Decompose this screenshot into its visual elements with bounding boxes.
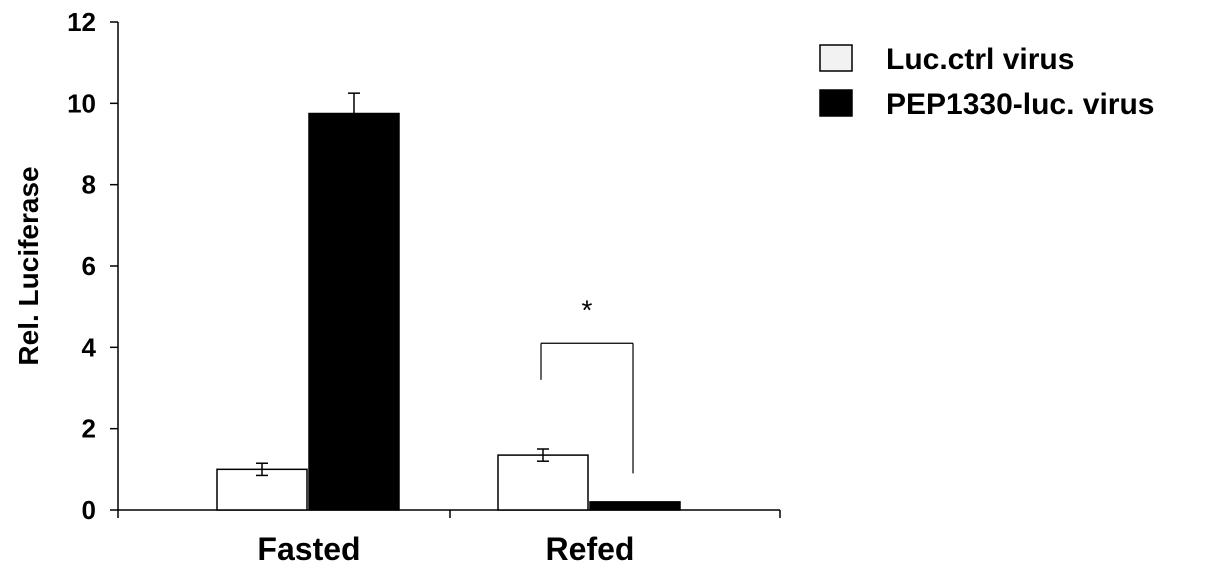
- y-tick-label: 6: [82, 251, 96, 281]
- bar: [497, 454, 589, 511]
- bars: [216, 112, 681, 511]
- y-axis-label: Rel. Luciferase: [13, 166, 44, 365]
- annotations: *: [540, 294, 634, 474]
- legend-swatch: [819, 89, 853, 117]
- error-bars: [256, 92, 549, 477]
- x-category-label: Fasted: [257, 531, 360, 566]
- significance-star: *: [582, 294, 593, 325]
- axes: 0 2 4 6 8 10 12 Fasted Refed: [67, 7, 781, 567]
- bar: [589, 501, 681, 511]
- y-tick-label: 12: [67, 7, 96, 37]
- x-category-label: Refed: [546, 531, 635, 566]
- legend-swatch: [819, 44, 853, 72]
- bar: [308, 112, 400, 511]
- y-tick-label: 4: [82, 332, 97, 362]
- y-tick-label: 2: [82, 414, 96, 444]
- y-tick-label: 0: [82, 495, 96, 525]
- legend-label: Luc.ctrl virus: [886, 43, 1074, 76]
- legend: Luc.ctrl virus PEP1330-luc. virus: [819, 43, 1154, 121]
- y-tick-label: 10: [67, 88, 96, 118]
- legend-label: PEP1330-luc. virus: [886, 88, 1154, 121]
- y-tick-label: 8: [82, 170, 96, 200]
